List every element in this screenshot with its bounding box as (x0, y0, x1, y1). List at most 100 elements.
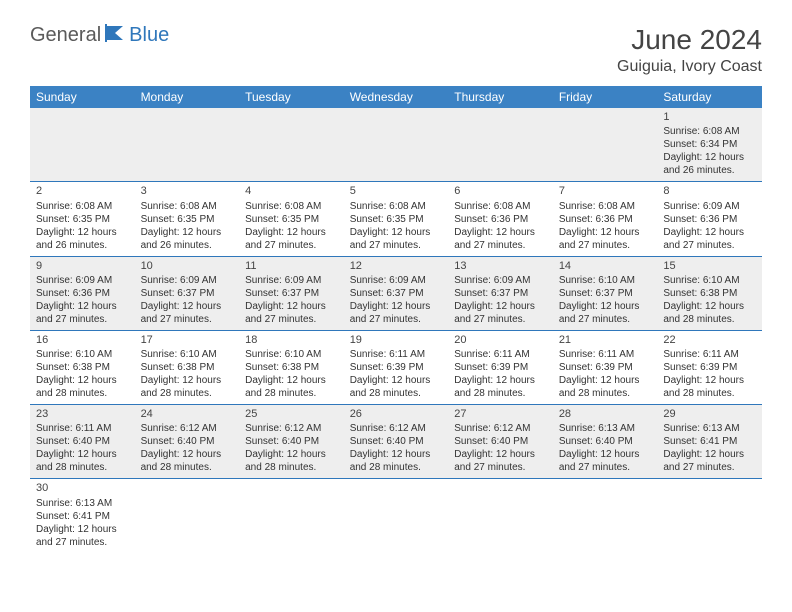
sunrise-line: Sunrise: 6:10 AM (141, 348, 234, 361)
sunrise-line: Sunrise: 6:12 AM (454, 422, 547, 435)
calendar-day-cell: 16Sunrise: 6:10 AMSunset: 6:38 PMDayligh… (30, 330, 135, 404)
sunset-line: Sunset: 6:34 PM (663, 138, 756, 151)
sunrise-line: Sunrise: 6:08 AM (454, 200, 547, 213)
day-number: 10 (141, 259, 234, 273)
calendar-day-cell (135, 479, 240, 553)
daylight-line: Daylight: 12 hours and 27 minutes. (663, 448, 756, 474)
daylight-line: Daylight: 12 hours and 28 minutes. (454, 374, 547, 400)
daylight-line: Daylight: 12 hours and 28 minutes. (141, 448, 234, 474)
daylight-line: Daylight: 12 hours and 28 minutes. (245, 448, 338, 474)
calendar-day-cell (344, 108, 449, 182)
day-number: 20 (454, 333, 547, 347)
daylight-line: Daylight: 12 hours and 27 minutes. (663, 226, 756, 252)
day-number: 12 (350, 259, 443, 273)
daylight-line: Daylight: 12 hours and 27 minutes. (245, 226, 338, 252)
daylight-line: Daylight: 12 hours and 27 minutes. (350, 226, 443, 252)
sunset-line: Sunset: 6:38 PM (141, 361, 234, 374)
day-number: 7 (559, 184, 652, 198)
calendar-day-cell: 8 Sunrise: 6:09 AMSunset: 6:36 PMDaylight… (657, 182, 762, 256)
calendar-day-cell (553, 108, 658, 182)
calendar-day-cell: 14Sunrise: 6:10 AMSunset: 6:37 PMDayligh… (553, 256, 658, 330)
sunrise-line: Sunrise: 6:10 AM (36, 348, 129, 361)
calendar-day-cell: 10Sunrise: 6:09 AMSunset: 6:37 PMDayligh… (135, 256, 240, 330)
calendar-week-row: 30Sunrise: 6:13 AMSunset: 6:41 PMDayligh… (30, 479, 762, 553)
sunrise-line: Sunrise: 6:09 AM (350, 274, 443, 287)
day-number: 21 (559, 333, 652, 347)
day-number: 8 (663, 184, 756, 198)
calendar-day-cell: 21Sunrise: 6:11 AMSunset: 6:39 PMDayligh… (553, 330, 658, 404)
calendar-day-cell: 13Sunrise: 6:09 AMSunset: 6:37 PMDayligh… (448, 256, 553, 330)
daylight-line: Daylight: 12 hours and 27 minutes. (559, 300, 652, 326)
day-number: 3 (141, 184, 234, 198)
sunset-line: Sunset: 6:40 PM (36, 435, 129, 448)
daylight-line: Daylight: 12 hours and 26 minutes. (141, 226, 234, 252)
weekday-header-row: Sunday Monday Tuesday Wednesday Thursday… (30, 86, 762, 108)
calendar-day-cell: 15Sunrise: 6:10 AMSunset: 6:38 PMDayligh… (657, 256, 762, 330)
calendar-day-cell: 29Sunrise: 6:13 AMSunset: 6:41 PMDayligh… (657, 405, 762, 479)
day-number: 25 (245, 407, 338, 421)
daylight-line: Daylight: 12 hours and 27 minutes. (245, 300, 338, 326)
calendar-week-row: 23Sunrise: 6:11 AMSunset: 6:40 PMDayligh… (30, 405, 762, 479)
sunset-line: Sunset: 6:35 PM (36, 213, 129, 226)
sunrise-line: Sunrise: 6:08 AM (350, 200, 443, 213)
day-number: 6 (454, 184, 547, 198)
sunset-line: Sunset: 6:38 PM (36, 361, 129, 374)
day-number: 17 (141, 333, 234, 347)
sunrise-line: Sunrise: 6:08 AM (36, 200, 129, 213)
sunset-line: Sunset: 6:35 PM (141, 213, 234, 226)
sunset-line: Sunset: 6:35 PM (245, 213, 338, 226)
sunset-line: Sunset: 6:38 PM (663, 287, 756, 300)
sunset-line: Sunset: 6:37 PM (454, 287, 547, 300)
daylight-line: Daylight: 12 hours and 27 minutes. (559, 226, 652, 252)
sunrise-line: Sunrise: 6:09 AM (36, 274, 129, 287)
daylight-line: Daylight: 12 hours and 27 minutes. (141, 300, 234, 326)
calendar-week-row: 1Sunrise: 6:08 AMSunset: 6:34 PMDaylight… (30, 108, 762, 182)
logo-text-general: General (30, 24, 101, 47)
sunrise-line: Sunrise: 6:09 AM (454, 274, 547, 287)
location: Guiguia, Ivory Coast (617, 58, 762, 76)
daylight-line: Daylight: 12 hours and 27 minutes. (454, 300, 547, 326)
calendar-day-cell: 26Sunrise: 6:12 AMSunset: 6:40 PMDayligh… (344, 405, 449, 479)
daylight-line: Daylight: 12 hours and 27 minutes. (350, 300, 443, 326)
page-title: June 2024 (617, 24, 762, 56)
sunset-line: Sunset: 6:36 PM (663, 213, 756, 226)
sunset-line: Sunset: 6:40 PM (350, 435, 443, 448)
sunset-line: Sunset: 6:39 PM (663, 361, 756, 374)
sunrise-line: Sunrise: 6:13 AM (663, 422, 756, 435)
daylight-line: Daylight: 12 hours and 27 minutes. (454, 226, 547, 252)
daylight-line: Daylight: 12 hours and 28 minutes. (663, 300, 756, 326)
sunset-line: Sunset: 6:36 PM (36, 287, 129, 300)
day-number: 24 (141, 407, 234, 421)
calendar-day-cell: 7Sunrise: 6:08 AMSunset: 6:36 PMDaylight… (553, 182, 658, 256)
daylight-line: Daylight: 12 hours and 28 minutes. (559, 374, 652, 400)
sunrise-line: Sunrise: 6:11 AM (559, 348, 652, 361)
calendar-day-cell (344, 479, 449, 553)
daylight-line: Daylight: 12 hours and 28 minutes. (350, 448, 443, 474)
sunset-line: Sunset: 6:40 PM (559, 435, 652, 448)
day-number: 22 (663, 333, 756, 347)
sunrise-line: Sunrise: 6:10 AM (663, 274, 756, 287)
sunrise-line: Sunrise: 6:08 AM (141, 200, 234, 213)
sunrise-line: Sunrise: 6:09 AM (141, 274, 234, 287)
sunrise-line: Sunrise: 6:09 AM (663, 200, 756, 213)
sunset-line: Sunset: 6:35 PM (350, 213, 443, 226)
weekday-header: Tuesday (239, 86, 344, 108)
daylight-line: Daylight: 12 hours and 28 minutes. (245, 374, 338, 400)
calendar-day-cell: 30Sunrise: 6:13 AMSunset: 6:41 PMDayligh… (30, 479, 135, 553)
sunset-line: Sunset: 6:39 PM (350, 361, 443, 374)
calendar-week-row: 16Sunrise: 6:10 AMSunset: 6:38 PMDayligh… (30, 330, 762, 404)
daylight-line: Daylight: 12 hours and 28 minutes. (663, 374, 756, 400)
day-number: 1 (663, 110, 756, 124)
daylight-line: Daylight: 12 hours and 27 minutes. (454, 448, 547, 474)
calendar-day-cell (239, 479, 344, 553)
flag-icon (105, 24, 127, 47)
sunset-line: Sunset: 6:37 PM (559, 287, 652, 300)
sunrise-line: Sunrise: 6:08 AM (245, 200, 338, 213)
sunset-line: Sunset: 6:41 PM (663, 435, 756, 448)
day-number: 28 (559, 407, 652, 421)
sunrise-line: Sunrise: 6:09 AM (245, 274, 338, 287)
sunset-line: Sunset: 6:38 PM (245, 361, 338, 374)
calendar-day-cell: 18Sunrise: 6:10 AMSunset: 6:38 PMDayligh… (239, 330, 344, 404)
sunset-line: Sunset: 6:39 PM (454, 361, 547, 374)
sunset-line: Sunset: 6:40 PM (454, 435, 547, 448)
